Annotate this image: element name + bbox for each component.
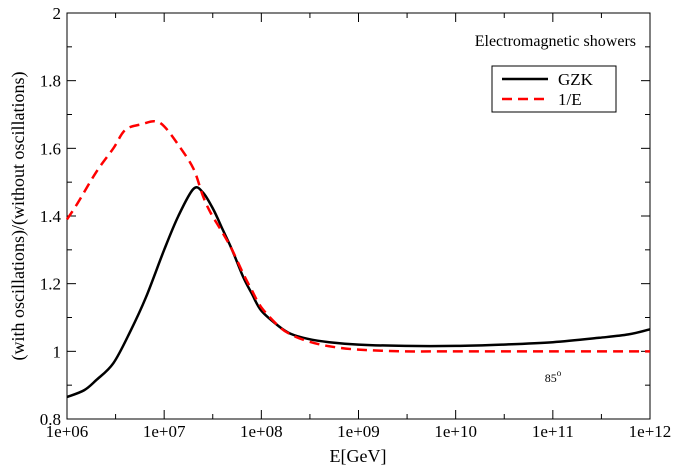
- x-axis-label: E[GeV]: [330, 446, 387, 466]
- y-tick-label: 2: [53, 4, 62, 23]
- chart-annotation-electromagnetic-showers: Electromagnetic showers: [475, 33, 636, 50]
- y-tick-label: 1: [53, 342, 62, 361]
- series-layer: [65, 119, 651, 399]
- degree-superscript: o: [557, 368, 562, 378]
- y-tick-label: 1.2: [40, 275, 61, 294]
- y-axis-label: (with oscillations)/(without oscillation…: [8, 72, 29, 361]
- axis-tick-labels: 1e+06 1e+07 1e+08 1e+09 1e+10 1e+11 1e+12 0.8 1 1…: [40, 4, 672, 441]
- axis-ticks: [66, 12, 651, 420]
- legend-box: [491, 65, 617, 113]
- x-tick-label: 1e+10: [434, 422, 477, 441]
- y-tick-label: 1.8: [40, 72, 61, 91]
- angle-value: 85: [545, 371, 557, 385]
- x-tick-label: 1e+08: [240, 422, 283, 441]
- legend: GZK 1/E: [491, 65, 617, 113]
- legend-label-gzk: GZK: [558, 70, 594, 89]
- series-line-gzk: [66, 186, 651, 399]
- x-tick-label: 1e+07: [143, 422, 186, 441]
- y-tick-label: 1.6: [40, 139, 61, 158]
- y-tick-label: 1.4: [40, 207, 62, 226]
- x-tick-label: 1e+06: [46, 422, 89, 441]
- series-line-1-e: [65, 119, 650, 353]
- angle-annotation: 85o: [545, 368, 562, 385]
- x-tick-label: 1e+09: [337, 422, 380, 441]
- y-tick-label: 0.8: [40, 410, 61, 429]
- x-tick-label: 1e+12: [629, 422, 672, 441]
- legend-label-1-over-e: 1/E: [558, 90, 582, 109]
- x-tick-label: 1e+11: [532, 422, 574, 441]
